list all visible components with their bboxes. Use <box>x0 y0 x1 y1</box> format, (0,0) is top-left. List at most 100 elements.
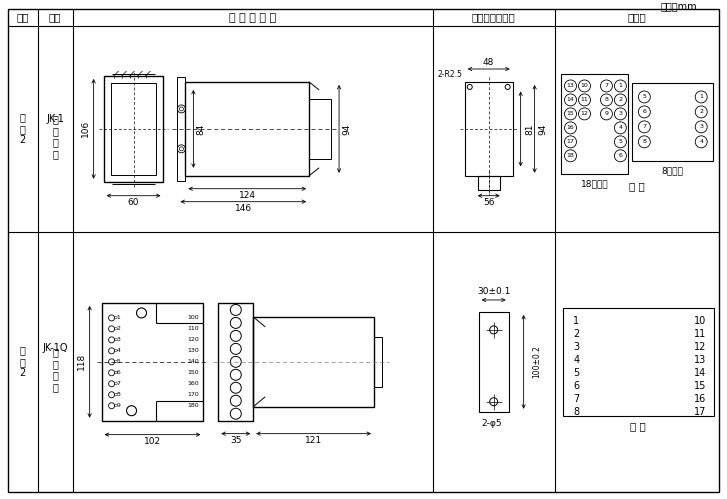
Bar <box>253 317 374 407</box>
Text: 11: 11 <box>581 97 588 102</box>
Text: 附
图
2: 附 图 2 <box>20 345 26 378</box>
Text: 140: 140 <box>188 359 199 364</box>
Text: 背 视: 背 视 <box>629 181 645 191</box>
Bar <box>478 176 499 190</box>
Text: 5: 5 <box>643 94 646 99</box>
Text: 120: 120 <box>188 337 199 342</box>
Bar <box>479 312 509 412</box>
Text: 9: 9 <box>604 111 608 116</box>
Text: 2: 2 <box>619 97 622 102</box>
Text: 7: 7 <box>604 83 608 88</box>
Text: o6: o6 <box>113 370 121 375</box>
Text: 板
前
接
线: 板 前 接 线 <box>52 347 58 392</box>
Text: 124: 124 <box>238 191 256 200</box>
Text: 6: 6 <box>574 381 579 391</box>
Text: 35: 35 <box>230 436 241 445</box>
Text: 14: 14 <box>694 368 707 378</box>
Text: 48: 48 <box>483 57 494 66</box>
Text: 8: 8 <box>643 139 646 144</box>
Text: 106: 106 <box>81 120 90 138</box>
Bar <box>632 83 713 161</box>
Text: 结构: 结构 <box>49 12 62 22</box>
Text: o7: o7 <box>113 381 121 386</box>
Text: 7: 7 <box>643 124 646 129</box>
Text: 6: 6 <box>643 109 646 114</box>
Text: 15: 15 <box>694 381 707 391</box>
Text: 100: 100 <box>188 315 199 320</box>
Text: 118: 118 <box>77 353 87 370</box>
Text: 60: 60 <box>128 198 140 207</box>
Text: 1: 1 <box>574 316 579 326</box>
Text: 56: 56 <box>483 198 494 207</box>
Text: 102: 102 <box>144 437 161 446</box>
Text: 110: 110 <box>188 326 199 331</box>
Text: 附
图
2: 附 图 2 <box>20 112 26 145</box>
Bar <box>111 83 156 175</box>
Text: 15: 15 <box>566 111 574 116</box>
Text: 170: 170 <box>188 392 199 397</box>
Bar <box>309 99 331 159</box>
Text: 4: 4 <box>574 355 579 365</box>
Bar <box>185 82 309 176</box>
Text: 18点端子: 18点端子 <box>581 179 608 188</box>
Text: 121: 121 <box>305 436 322 445</box>
Bar <box>563 308 714 416</box>
Text: 84: 84 <box>197 123 206 135</box>
Bar <box>104 76 164 182</box>
Text: 2-φ5: 2-φ5 <box>481 419 502 428</box>
Text: 81: 81 <box>525 123 534 135</box>
Text: 8: 8 <box>605 97 608 102</box>
Text: 160: 160 <box>188 381 199 386</box>
Text: o2: o2 <box>113 326 121 331</box>
Text: 13: 13 <box>566 83 574 88</box>
Text: 5: 5 <box>619 139 622 144</box>
Text: JK-1: JK-1 <box>47 114 64 124</box>
Text: JK-1Q: JK-1Q <box>42 343 68 353</box>
Text: 正 视: 正 视 <box>630 422 646 432</box>
Text: 7: 7 <box>574 394 579 404</box>
Text: 外 形 尺 寸 图: 外 形 尺 寸 图 <box>229 12 276 22</box>
Text: 130: 130 <box>188 348 199 353</box>
Text: 17: 17 <box>566 139 574 144</box>
Text: 5: 5 <box>574 368 579 378</box>
Text: o8: o8 <box>113 392 121 397</box>
Text: 16: 16 <box>566 125 574 130</box>
Text: o9: o9 <box>113 403 121 408</box>
Text: 18: 18 <box>566 153 574 158</box>
Text: 图号: 图号 <box>17 12 29 22</box>
Text: 端子图: 端子图 <box>627 12 646 22</box>
Text: 1: 1 <box>619 83 622 88</box>
Text: 2-R2.5: 2-R2.5 <box>438 70 463 79</box>
Text: o1: o1 <box>113 315 121 320</box>
Text: 10: 10 <box>694 316 707 326</box>
Text: 16: 16 <box>694 394 707 404</box>
Text: o5: o5 <box>113 359 121 364</box>
Text: 2: 2 <box>574 329 579 339</box>
Text: 180: 180 <box>188 403 199 408</box>
Text: 3: 3 <box>619 111 622 116</box>
Text: 30±0.1: 30±0.1 <box>477 287 510 296</box>
Text: 150: 150 <box>188 370 199 375</box>
Bar <box>465 82 513 176</box>
Bar <box>102 303 204 421</box>
Text: 2: 2 <box>699 109 703 114</box>
Text: 13: 13 <box>694 355 707 365</box>
Bar <box>177 77 185 181</box>
Text: 17: 17 <box>694 407 707 417</box>
Text: 94: 94 <box>342 123 352 135</box>
Bar <box>561 74 628 174</box>
Text: 14: 14 <box>566 97 574 102</box>
Text: 8: 8 <box>574 407 579 417</box>
Text: 10: 10 <box>581 83 588 88</box>
Text: 6: 6 <box>619 153 622 158</box>
Text: o4: o4 <box>113 348 121 353</box>
Text: 单位：mm: 单位：mm <box>661 1 698 11</box>
Text: 8点端子: 8点端子 <box>662 166 683 175</box>
Text: 94: 94 <box>538 123 547 135</box>
Text: 4: 4 <box>699 139 703 144</box>
Text: 板
后
接
线: 板 后 接 线 <box>52 114 58 159</box>
Text: 3: 3 <box>574 342 579 352</box>
Bar <box>218 303 253 421</box>
Text: o3: o3 <box>113 337 121 342</box>
Text: 11: 11 <box>694 329 707 339</box>
